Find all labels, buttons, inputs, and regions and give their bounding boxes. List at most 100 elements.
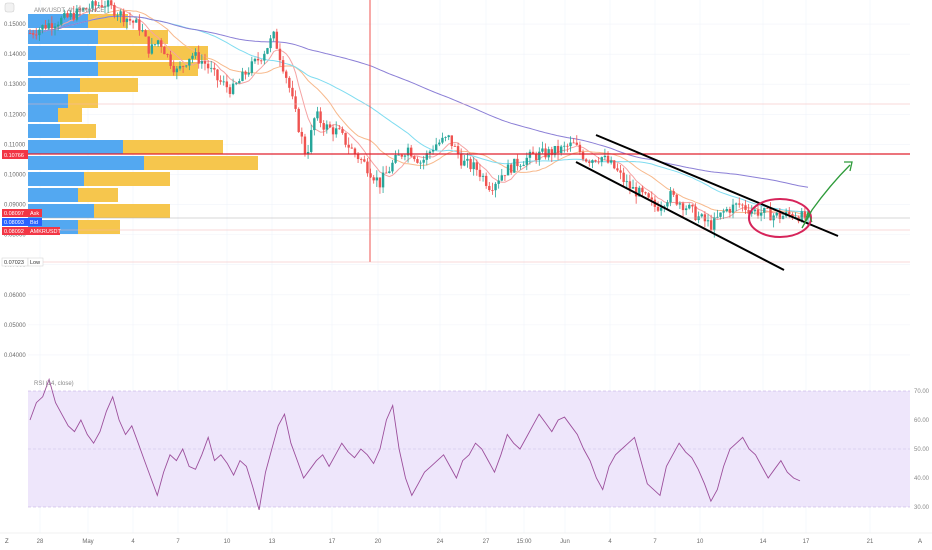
candle-body	[534, 154, 538, 160]
consolidation-circle[interactable]	[748, 198, 812, 238]
time-tick-label: 20	[375, 539, 382, 545]
candle-body	[116, 15, 119, 17]
candle-body	[328, 124, 332, 128]
candle-body	[581, 152, 585, 160]
candle-body	[169, 54, 172, 66]
candle-body	[556, 145, 560, 153]
channel-lower-trendline[interactable]	[575, 161, 785, 271]
candle-body	[335, 128, 338, 135]
candle-body	[656, 206, 660, 211]
candle-body	[138, 19, 141, 31]
candle-body	[713, 217, 716, 231]
time-tick-label: 7	[176, 539, 180, 545]
rsi-line	[29, 377, 801, 511]
candle-body	[672, 191, 675, 195]
candle-body	[416, 159, 419, 163]
candle-body	[766, 207, 769, 209]
vp-sell-bar	[98, 30, 168, 44]
vp-buy-bar	[28, 156, 144, 170]
moving-averages	[29, 4, 809, 221]
projection-arrow[interactable]	[801, 164, 851, 229]
vp-sell-bar	[68, 94, 98, 108]
time-tick-label: 15:00	[516, 539, 532, 545]
candle-body	[384, 172, 388, 174]
candle-body	[688, 204, 691, 209]
candle-body	[378, 177, 382, 188]
candle-body	[584, 159, 588, 162]
auto-scale-button[interactable]: A	[918, 539, 922, 545]
candle-body	[409, 147, 413, 157]
candle-body	[559, 146, 563, 153]
time-tick-label: 24	[437, 539, 444, 545]
candle-body	[338, 128, 341, 130]
candle-body	[106, 0, 110, 7]
bid-tag-value: 0.08093	[4, 220, 24, 226]
candle-body	[153, 44, 157, 46]
candle-body	[528, 151, 532, 158]
candle-body	[175, 68, 179, 73]
ask-tag-value: 0.08097	[4, 211, 24, 217]
rsi-tick-label: 70.00	[914, 389, 930, 395]
vp-sell-bar	[88, 14, 128, 28]
channel-upper-trendline[interactable]	[595, 134, 839, 237]
price-tick-label: 0.05000	[4, 323, 26, 329]
candle-body	[147, 36, 150, 54]
candle-body	[563, 145, 566, 147]
candle-body	[578, 144, 582, 153]
price-axis[interactable]: 0.15000 0.14000 0.13000 0.12000 0.11000 0.100…	[4, 22, 26, 359]
candle-body	[366, 161, 369, 174]
zoom-z-button[interactable]: Z	[5, 539, 9, 545]
candle-body	[478, 169, 482, 177]
candle-body	[35, 34, 38, 36]
candle-body	[509, 164, 513, 173]
candle-body	[313, 118, 316, 131]
symbol-logo-icon[interactable]	[4, 2, 15, 13]
candle-body	[181, 66, 185, 67]
candle-body	[422, 159, 425, 163]
candle-body	[631, 187, 635, 189]
candle-body	[569, 142, 572, 147]
candle-body	[363, 159, 366, 162]
candle-body	[310, 130, 313, 152]
price-tick-label: 0.13000	[4, 82, 26, 88]
candle-body	[525, 157, 528, 165]
candle-body	[700, 214, 703, 217]
candle-body	[691, 204, 694, 207]
low-tag: 0.07023 Low	[1, 257, 44, 267]
candle-body	[322, 123, 325, 130]
candle-body	[266, 48, 269, 54]
candle-body	[260, 60, 263, 62]
candle-body	[750, 211, 753, 214]
candle-body	[213, 67, 216, 70]
rsi-axis[interactable]: 70.00 60.00 50.00 40.00 30.00	[914, 389, 930, 511]
candle-body	[275, 31, 279, 49]
candle-body	[494, 183, 497, 191]
candle-body	[741, 204, 744, 206]
candle-body	[163, 46, 166, 55]
ask-tag-label: Ask	[30, 211, 39, 217]
price-tick-label: 0.12000	[4, 112, 26, 118]
candle-body	[375, 177, 379, 181]
candle-body	[216, 69, 219, 81]
candle-body	[594, 160, 597, 162]
candle-body	[403, 155, 407, 157]
candle-body	[60, 17, 63, 25]
candle-body	[247, 72, 250, 75]
time-axis[interactable]: 28 May 4 7 10 13 17 20 24 27 15:00 Jun 4 7 10 14 17 21	[37, 539, 874, 545]
candle-body	[619, 170, 622, 173]
candle-body	[144, 30, 147, 37]
candle-body	[394, 154, 397, 163]
candle-body	[659, 207, 663, 211]
level-tag: 0.10766	[2, 150, 28, 159]
vp-sell-bar	[98, 62, 198, 76]
candle-body	[497, 180, 500, 184]
last-price-tag-label: AMKRUSDT	[30, 229, 62, 235]
time-tick-label: 17	[803, 539, 810, 545]
candle-body	[131, 20, 135, 23]
candle-body	[319, 111, 322, 124]
candle-body	[791, 214, 794, 218]
candle-body	[219, 80, 222, 82]
candle-body	[769, 208, 772, 221]
vp-buy-bar	[28, 94, 68, 108]
